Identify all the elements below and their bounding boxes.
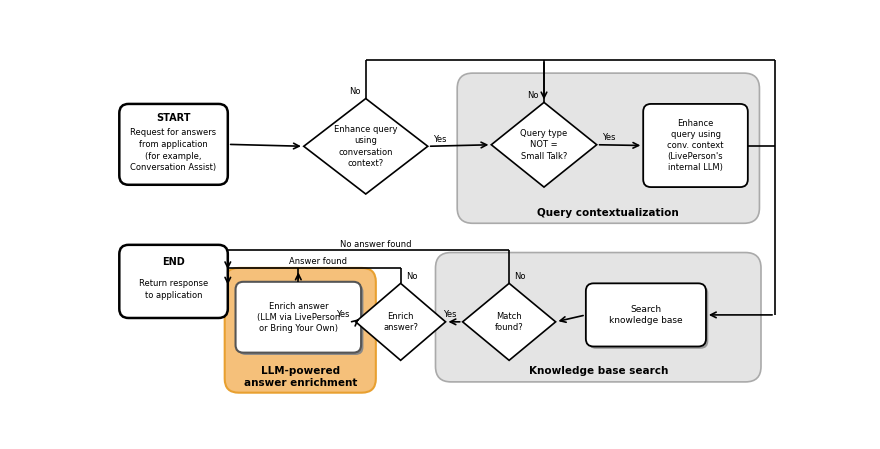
Polygon shape [463,283,555,361]
FancyBboxPatch shape [238,284,363,355]
Text: Yes: Yes [444,310,457,319]
Text: Enhance
query using
conv. context
(LivePerson's
internal LLM): Enhance query using conv. context (LiveP… [667,119,723,172]
Text: No answer found: No answer found [341,240,412,249]
Text: Search
knowledge base: Search knowledge base [609,304,683,326]
Text: Answer found: Answer found [290,257,347,266]
Text: Knowledge base search: Knowledge base search [529,366,668,376]
Text: Query contextualization: Query contextualization [538,207,679,217]
Text: END: END [162,257,185,267]
FancyBboxPatch shape [588,286,708,349]
Text: Yes: Yes [602,133,616,142]
Text: No: No [527,91,539,100]
Text: Enhance query
using
conversation
context?: Enhance query using conversation context… [334,125,398,168]
Text: No: No [514,272,525,281]
FancyBboxPatch shape [586,283,706,347]
Text: Return response
to application: Return response to application [139,279,209,300]
Text: START: START [157,113,191,123]
Text: No: No [406,272,417,281]
Text: Match
found?: Match found? [495,312,524,332]
Text: Yes: Yes [336,310,350,319]
Polygon shape [491,102,597,187]
Polygon shape [304,98,428,194]
FancyBboxPatch shape [120,104,228,185]
Text: Yes: Yes [433,135,447,144]
FancyBboxPatch shape [458,73,759,223]
Polygon shape [356,283,445,361]
FancyBboxPatch shape [643,104,748,187]
FancyBboxPatch shape [224,268,376,393]
Text: Enrich
answer?: Enrich answer? [383,312,418,332]
FancyBboxPatch shape [436,252,761,382]
FancyBboxPatch shape [120,245,228,318]
Text: No: No [349,87,361,96]
Text: Request for answers
from application
(for example,
Conversation Assist): Request for answers from application (fo… [130,128,216,172]
Text: Enrich answer
(LLM via LivePerson
or Bring Your Own): Enrich answer (LLM via LivePerson or Bri… [257,302,340,333]
Text: Query type
NOT =
Small Talk?: Query type NOT = Small Talk? [520,129,568,161]
FancyBboxPatch shape [236,282,361,352]
Text: LLM-powered
answer enrichment: LLM-powered answer enrichment [244,366,357,388]
